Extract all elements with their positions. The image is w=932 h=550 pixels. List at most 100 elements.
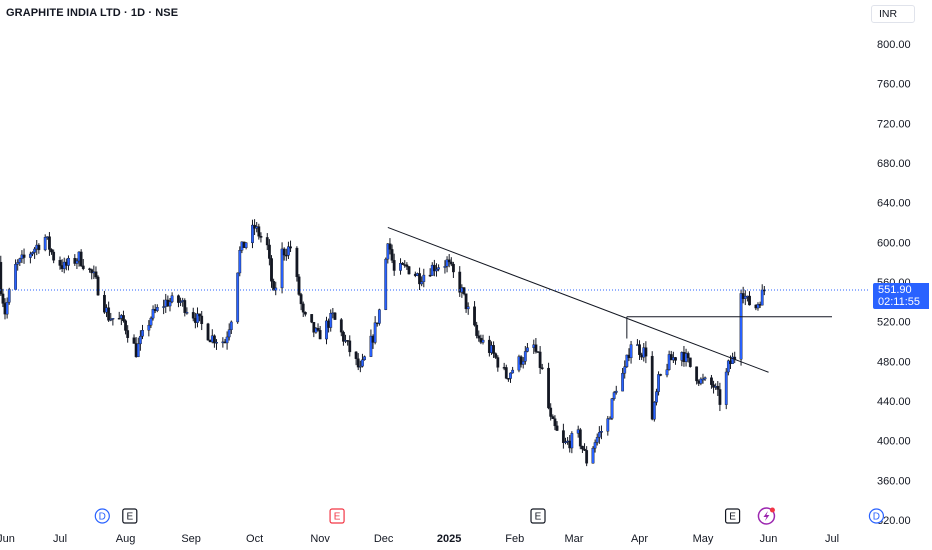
- candle-down: [107, 307, 111, 321]
- earnings-icon[interactable]: E: [530, 508, 546, 524]
- candle-down: [259, 235, 263, 238]
- candle-down: [94, 271, 98, 278]
- candle-up: [625, 354, 629, 367]
- candle-down: [695, 366, 699, 382]
- candle-down: [504, 367, 508, 379]
- candle-up: [155, 307, 159, 311]
- price-tick-label: 800.00: [877, 39, 911, 51]
- candle-down: [549, 407, 553, 417]
- currency-button[interactable]: INR: [871, 5, 915, 23]
- earnings-badge: [122, 508, 138, 524]
- candle-up: [18, 258, 22, 263]
- price-tick-label: 440.00: [877, 396, 911, 408]
- dividend-icon[interactable]: D: [94, 508, 110, 524]
- candle-up: [363, 356, 366, 361]
- candle-up: [229, 321, 233, 330]
- price-tick-label: 600.00: [877, 237, 911, 249]
- candle-down: [392, 260, 396, 271]
- candle-up: [168, 301, 172, 307]
- candle-up: [526, 347, 529, 352]
- event-label: E: [334, 512, 341, 523]
- candle-down: [318, 330, 322, 340]
- earnings-icon[interactable]: E: [329, 508, 345, 524]
- dividend-icon[interactable]: D: [868, 508, 885, 524]
- bar-countdown: 02:11:55: [878, 296, 921, 308]
- candle-up: [703, 377, 707, 380]
- candle-down: [561, 430, 565, 443]
- candle-down: [310, 314, 314, 323]
- candle-up: [760, 289, 764, 306]
- candle-up: [564, 441, 567, 443]
- candle-down: [674, 357, 677, 361]
- chart-title[interactable]: GRAPHITE INDIA LTD · 1D · NSE: [6, 7, 179, 19]
- candle-up: [43, 237, 47, 251]
- candle-up: [422, 274, 426, 282]
- candle-up: [699, 378, 703, 384]
- candle-down: [284, 254, 288, 257]
- candle-down: [206, 323, 210, 341]
- price-tick-label: 480.00: [877, 356, 911, 368]
- candle-up: [724, 371, 728, 405]
- time-tick-label: Nov: [310, 533, 330, 545]
- candle-down: [686, 353, 690, 359]
- candle-up: [608, 418, 612, 420]
- candle-down: [401, 262, 405, 265]
- candle-up: [274, 287, 278, 291]
- price-tick-label: 760.00: [877, 79, 911, 91]
- notification-dot: [769, 507, 775, 513]
- candle-down: [650, 355, 654, 420]
- candle-up: [606, 418, 610, 432]
- time-tick-label: Sep: [181, 533, 201, 545]
- candle-down: [452, 263, 455, 273]
- time-tick-label: Jul: [53, 533, 67, 545]
- candle-down: [638, 344, 641, 355]
- candle-down: [538, 351, 542, 368]
- candle-up: [420, 281, 424, 285]
- candle-up: [570, 433, 574, 449]
- candle-down: [50, 249, 53, 253]
- earnings-badge: [329, 508, 345, 524]
- candle-down: [79, 251, 83, 267]
- dividend-circle: [94, 508, 110, 524]
- candle-up: [701, 378, 705, 381]
- candle-up: [726, 360, 730, 373]
- candle-up: [280, 248, 284, 289]
- candle-down: [492, 345, 495, 354]
- candle-up: [657, 374, 660, 392]
- earnings-icon[interactable]: E: [724, 508, 741, 524]
- time-axis: Jun Jul Aug Sep Oct Nov Dec 2025 Feb Mar Apr May Jun…: [0, 533, 839, 545]
- dividend-circle: [868, 508, 885, 524]
- candle-down: [388, 243, 392, 250]
- earnings-icon[interactable]: E: [122, 508, 138, 524]
- candle-up: [329, 313, 333, 328]
- candle-down: [96, 276, 100, 296]
- candle-down: [117, 318, 121, 320]
- candle-down: [88, 268, 92, 270]
- earnings-badge: [724, 508, 741, 524]
- candle-down: [301, 303, 305, 313]
- candle-up: [629, 344, 633, 359]
- candle-down: [212, 335, 216, 344]
- candle-down: [48, 236, 51, 250]
- candle-up: [251, 224, 254, 244]
- candle-down: [1, 293, 5, 304]
- candle-up: [595, 437, 599, 443]
- candle-down: [339, 319, 343, 333]
- flash-event-icon[interactable]: [757, 507, 776, 525]
- candle-up: [756, 304, 760, 309]
- candle-up: [667, 354, 671, 370]
- candle-down: [519, 356, 523, 365]
- candle-down: [688, 357, 692, 367]
- trend-line: [387, 226, 769, 373]
- candle-up: [665, 369, 669, 376]
- candle-down: [475, 324, 479, 336]
- candle-up: [610, 398, 614, 419]
- candle-up: [151, 309, 155, 319]
- candle-up: [136, 343, 140, 358]
- candle-down: [126, 330, 130, 338]
- event-label: E: [729, 512, 736, 523]
- candle-up: [196, 313, 199, 323]
- candle-down: [177, 295, 180, 303]
- candle-up: [377, 309, 381, 324]
